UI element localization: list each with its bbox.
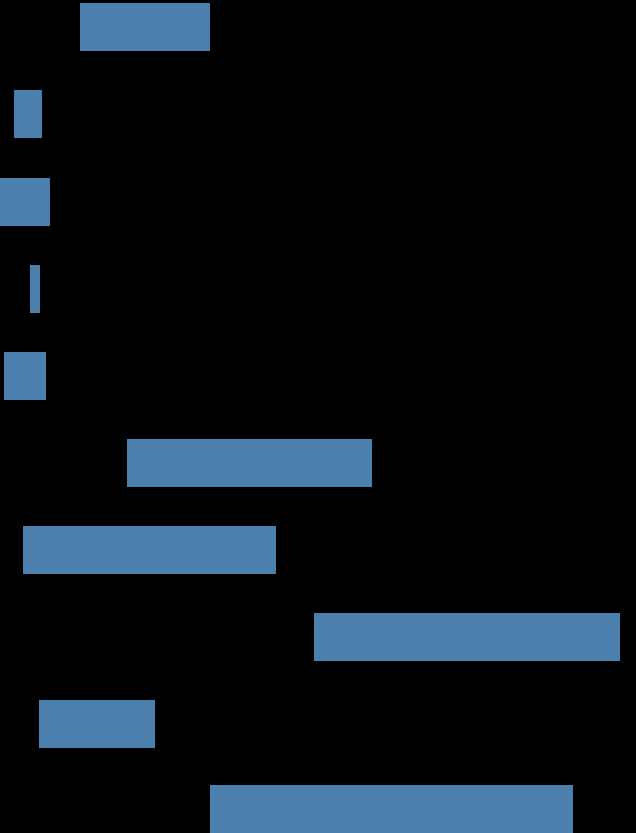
bar-chart	[0, 0, 636, 803]
bar-8	[39, 700, 155, 748]
bar-4	[4, 352, 46, 400]
bar-9	[210, 785, 573, 833]
bar-5	[127, 439, 372, 487]
bar-3	[30, 265, 40, 313]
bar-6	[23, 526, 276, 574]
bar-7	[314, 613, 620, 661]
bar-2	[0, 178, 50, 226]
bar-0	[80, 3, 210, 51]
bar-1	[14, 90, 42, 138]
